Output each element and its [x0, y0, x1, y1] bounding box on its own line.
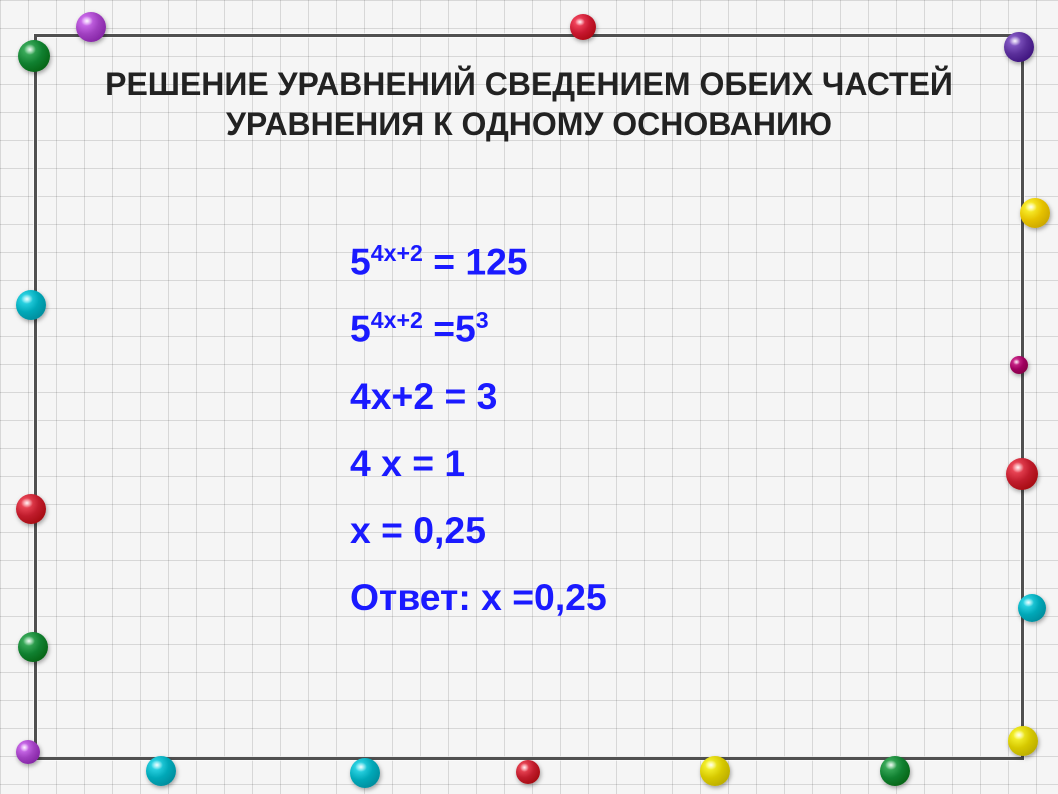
decorative-bead: [16, 740, 40, 764]
title-text: РЕШЕНИЕ УРАВНЕНИЙ СВЕДЕНИЕМ ОБЕИХ ЧАСТЕЙ…: [105, 66, 953, 142]
decorative-bead: [516, 760, 540, 784]
equation-line-4: x = 0,25: [350, 509, 607, 552]
decorative-bead: [880, 756, 910, 786]
equation-line-5: Ответ: x =0,25: [350, 576, 607, 619]
equation-line-0: 54x+2 = 125: [350, 240, 607, 283]
decorative-bead: [570, 14, 596, 40]
decorative-bead: [76, 12, 106, 42]
decorative-bead: [1018, 594, 1046, 622]
decorative-bead: [16, 290, 46, 320]
equation-block: 54x+2 = 125 54x+2 =53 4x+2 = 3 4 x = 1 x = 0…: [350, 240, 607, 643]
equation-line-3: 4 x = 1: [350, 442, 607, 485]
decorative-bead: [1020, 198, 1050, 228]
decorative-bead: [700, 756, 730, 786]
decorative-bead: [1010, 356, 1028, 374]
decorative-bead: [18, 40, 50, 72]
decorative-bead: [1008, 726, 1038, 756]
equation-line-2: 4x+2 = 3: [350, 375, 607, 418]
decorative-bead: [146, 756, 176, 786]
decorative-bead: [350, 758, 380, 788]
slide-title: РЕШЕНИЕ УРАВНЕНИЙ СВЕДЕНИЕМ ОБЕИХ ЧАСТЕЙ…: [80, 64, 978, 144]
decorative-bead: [18, 632, 48, 662]
decorative-bead: [1004, 32, 1034, 62]
decorative-bead: [1006, 458, 1038, 490]
decorative-bead: [16, 494, 46, 524]
equation-line-1: 54x+2 =53: [350, 307, 607, 350]
